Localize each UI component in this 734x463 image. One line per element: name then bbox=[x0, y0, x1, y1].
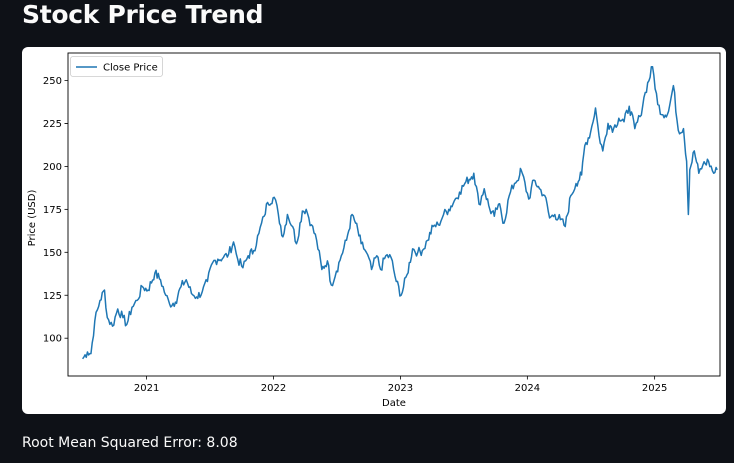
chart-card: 100 125 150 175 200 225 250 2021 2022 2023 2024 20… bbox=[22, 47, 726, 414]
x-tick-label: 2024 bbox=[515, 383, 540, 394]
legend-label: Close Price bbox=[103, 63, 158, 74]
x-tick-label: 2025 bbox=[642, 383, 667, 394]
y-tick-label: 150 bbox=[43, 248, 62, 259]
x-tick-label: 2023 bbox=[388, 383, 413, 394]
y-tick-label: 225 bbox=[43, 119, 62, 130]
close-price-line bbox=[81, 65, 718, 360]
legend: Close Price bbox=[70, 56, 163, 77]
y-tick-label: 175 bbox=[43, 205, 62, 216]
y-tick-label: 200 bbox=[43, 162, 62, 173]
y-axis-label: Price (USD) bbox=[27, 190, 38, 247]
x-axis-ticks: 2021 2022 2023 2024 2025 bbox=[134, 376, 667, 394]
x-tick-label: 2022 bbox=[261, 383, 286, 394]
y-tick-label: 100 bbox=[43, 334, 62, 345]
x-tick-label: 2021 bbox=[134, 383, 159, 394]
page-title: Stock Price Trend bbox=[22, 0, 264, 29]
rmse-metric: Root Mean Squared Error: 8.08 bbox=[22, 435, 238, 451]
y-tick-label: 250 bbox=[43, 76, 62, 87]
x-axis-label: Date bbox=[382, 398, 406, 409]
legend-box bbox=[70, 56, 163, 77]
plot-area bbox=[67, 52, 721, 377]
y-tick-label: 125 bbox=[43, 291, 62, 302]
y-axis-ticks: 100 125 150 175 200 225 250 bbox=[43, 76, 68, 345]
